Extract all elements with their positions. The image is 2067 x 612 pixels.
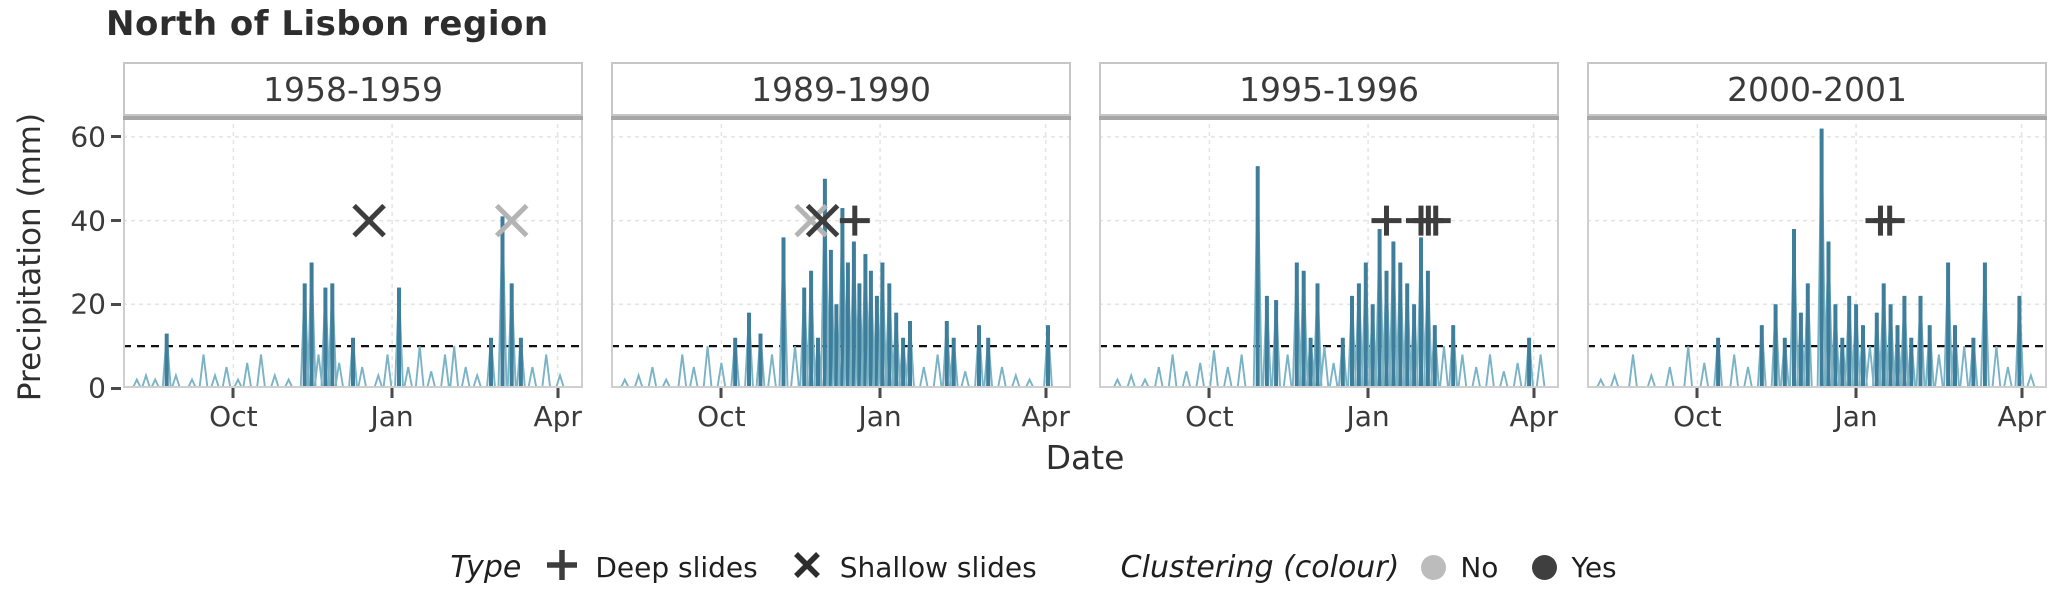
facet-1995-1996: 1995-1996 Oct Jan Apr [1099,62,1559,442]
x-tick-mark [231,388,235,398]
shallow-slide-cross-marker [805,203,840,238]
x-tick-mark [1532,388,1536,398]
x-tick-label: Apr [1509,400,1558,433]
x-tick-label: Oct [1185,400,1234,433]
facet-panels: 1958-1959 Oct Jan Apr 1989-1990 Oct Jan Apr … [123,62,2047,442]
y-tick-label: 0 [88,371,106,405]
x-tick-mark [719,388,723,398]
legend-clustering-yes-label: Yes [1571,550,1617,584]
facet-1989-1990: 1989-1990 Oct Jan Apr [611,62,1071,442]
deep-slide-plus-marker [1371,205,1402,236]
y-tick-label: 20 [70,287,106,321]
legend: Type Deep slides Shallow slides Clusteri… [0,546,2067,588]
precip-spikes [619,178,1053,388]
clustering-no-dot-icon [1421,554,1447,580]
x-tick-label: Jan [858,400,902,433]
precipitation-panel [123,116,583,388]
x-tick-mark [1207,388,1211,398]
facet-strip-label: 1995-1996 [1099,62,1559,116]
deep-slides-plus-icon [543,546,581,588]
deep-slide-plus-marker [839,205,870,236]
x-tick-mark [390,388,394,398]
shallow-slides-cross-icon [788,546,826,588]
landslide-event-markers [794,203,870,238]
panel-background [1099,116,1559,388]
deep-slide-plus-marker [1420,205,1451,236]
x-tick-label: Apr [1997,400,2046,433]
y-tick-mark [111,386,121,390]
precipitation-panel [1099,116,1559,388]
facet-strip-label: 1989-1990 [611,62,1071,116]
landslide-event-markers [352,203,529,238]
x-tick-mark [1695,388,1699,398]
x-tick-mark [2020,388,2024,398]
x-tick-label: Oct [209,400,258,433]
precip-spikes [1595,128,2036,388]
facet-1958-1959: 1958-1959 Oct Jan Apr [123,62,583,442]
x-axis-label: Date [1045,438,1125,477]
x-tick-mark [878,388,882,398]
legend-deep-slides-label: Deep slides [595,550,758,584]
y-tick-label: 60 [70,120,106,154]
gridlines [123,116,583,388]
page-title: North of Lisbon region [106,4,549,44]
x-tick-label: Jan [1346,400,1390,433]
facet-2000-2001: 2000-2001 Oct Jan Apr [1587,62,2047,442]
panel-background [1587,116,2047,388]
x-tick-label: Oct [697,400,746,433]
legend-clustering-no-label: No [1460,550,1499,584]
shallow-slide-cross-marker [794,203,828,238]
y-tick-label: 40 [70,204,106,238]
legend-shallow-slides-label: Shallow slides [839,550,1037,584]
y-axis: Precipitation (mm) 0 20 40 60 [0,62,123,442]
x-tick-label: Apr [533,400,582,433]
x-tick-label: Jan [370,400,414,433]
y-tick-mark [111,135,121,139]
precip-spikes [1112,166,1546,388]
precipitation-panel [1587,116,2047,388]
shallow-slide-cross-marker [352,203,386,238]
x-tick-mark [1854,388,1858,398]
x-tick-label: Apr [1021,400,1070,433]
precip-spikes [131,216,565,388]
facet-strip-label: 2000-2001 [1587,62,2047,116]
x-tick-label: Oct [1673,400,1722,433]
x-tick-mark [556,388,560,398]
facet-strip-label: 1958-1959 [123,62,583,116]
chart-area: Precipitation (mm) 0 20 40 60 1958-1959 Oct… [0,62,2047,442]
legend-type-title: Type [450,549,522,585]
clustering-yes-dot-icon [1532,554,1558,580]
x-tick-label: Jan [1834,400,1878,433]
y-tick-mark [111,219,121,223]
x-tick-mark [1366,388,1370,398]
landslide-event-markers [1371,205,1451,236]
x-tick-mark [1044,388,1048,398]
precipitation-panel [611,116,1071,388]
landslide-event-markers [1865,205,1905,236]
y-axis-label: Precipitation (mm) [12,112,48,402]
legend-clustering-title: Clustering (colour) [1120,549,1400,585]
y-tick-mark [111,302,121,306]
deep-slide-plus-marker [1874,205,1905,236]
shallow-slide-cross-marker [494,203,529,238]
